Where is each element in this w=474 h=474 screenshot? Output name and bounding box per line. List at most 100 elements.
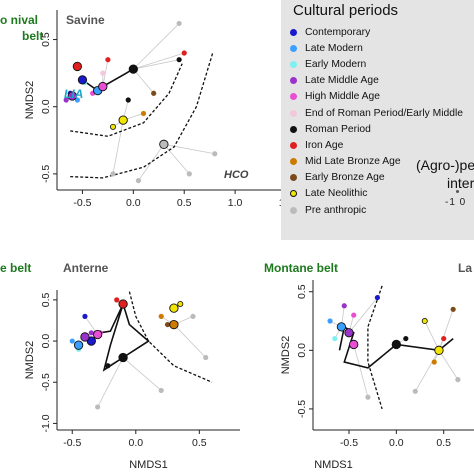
spoke-line xyxy=(353,344,369,398)
y-tick-label: -0.5 xyxy=(296,400,308,418)
sample-point xyxy=(212,151,218,157)
legend-item: Pre anthropic xyxy=(290,202,474,218)
y-axis-label: NMDS2 xyxy=(24,81,36,120)
agro-legend-subtitle: inter xyxy=(447,175,474,191)
spoke-line xyxy=(112,120,124,174)
y-tick-label: 0.5 xyxy=(40,292,52,307)
sample-point xyxy=(351,312,357,318)
panel-anterne: -0.5 0.0 0.5 -1.0 -0.5 0.0 0.5 NMDS2 NMDS1 xyxy=(24,290,240,471)
legend-label: Early Modern xyxy=(305,58,367,70)
legend-label: Late Modern xyxy=(305,42,363,54)
x-tick-label: 0.5 xyxy=(192,437,207,449)
legend-panel: Cultural periods Contemporary Late Moder… xyxy=(281,0,474,240)
x-tick-label: -0.5 xyxy=(340,437,358,449)
centroid-point xyxy=(159,139,169,149)
sample-point xyxy=(203,354,209,361)
legend-marker xyxy=(290,190,297,198)
sample-point xyxy=(374,294,380,301)
sample-point xyxy=(177,300,184,307)
centroid-point xyxy=(336,322,347,332)
sample-point xyxy=(82,313,88,319)
y-tick-label: -1.0 xyxy=(40,414,52,432)
spoke-line xyxy=(348,297,378,333)
sample-point xyxy=(100,70,106,76)
legend-label: Roman Period xyxy=(305,123,371,135)
legend-item: Late Neolithic xyxy=(290,186,474,202)
legend-marker xyxy=(290,125,297,133)
legend-item: End of Roman Period/Early Middle xyxy=(290,105,474,121)
x-tick-label: 1.0 xyxy=(228,197,243,209)
centroid-point xyxy=(67,91,77,101)
centroid-point xyxy=(98,81,108,92)
centroid-point xyxy=(344,328,354,338)
y-tick-label: 0.5 xyxy=(40,32,52,47)
legend-item: Early Modern xyxy=(290,56,474,72)
x-tick-label: 0.5 xyxy=(177,197,192,209)
sample-point xyxy=(95,404,101,410)
x-tick-label: 0.0 xyxy=(128,437,143,449)
centroid-point xyxy=(118,115,128,125)
trajectory-line xyxy=(81,68,134,92)
y-tick-label: 0.0 xyxy=(296,343,308,358)
sample-point xyxy=(63,97,69,103)
legend-label: Mid Late Bronze Age xyxy=(305,156,401,168)
spoke-line xyxy=(414,350,440,392)
panel-title: La xyxy=(458,261,472,275)
x-tick-label: 0.0 xyxy=(126,197,141,209)
y-tick-label: -0.5 xyxy=(40,165,52,183)
spoke-line xyxy=(133,23,180,70)
centroid-point xyxy=(77,75,88,85)
panel-title: Anterne xyxy=(63,261,109,275)
x-tick-label: -0.5 xyxy=(73,197,91,209)
sample-point xyxy=(135,177,142,184)
belt-label: e belt xyxy=(0,261,31,275)
legend-label: Iron Age xyxy=(305,139,344,151)
y-tick-label: 0.0 xyxy=(40,99,52,114)
legend-label: Pre anthropic xyxy=(305,204,367,216)
legend-marker xyxy=(290,28,297,36)
legend-marker xyxy=(290,141,297,149)
hco-annotation: HCO xyxy=(224,169,249,181)
sample-point xyxy=(176,57,182,63)
centroid-point xyxy=(169,303,179,313)
sample-point xyxy=(69,338,75,344)
spoke-line xyxy=(97,357,124,408)
sample-point xyxy=(125,97,131,103)
y-tick-label: 0.0 xyxy=(40,334,52,349)
sample-point xyxy=(158,313,164,319)
spoke-line xyxy=(133,52,185,70)
spoke-line xyxy=(173,324,206,358)
sample-point xyxy=(190,313,196,319)
sample-point xyxy=(105,57,111,63)
panel-title: Savine xyxy=(66,13,105,27)
sample-point xyxy=(455,377,461,383)
belt-label: belt xyxy=(22,29,43,43)
sample-point xyxy=(164,321,171,328)
sample-point xyxy=(441,335,447,342)
panel-montane: -0.5 0.0 0.5 -0.5 0.0 0.5 NMDS2 NMDS1 xyxy=(280,280,474,471)
spoke-line xyxy=(424,320,440,351)
sample-point xyxy=(109,123,116,130)
legend-item: Contemporary xyxy=(290,24,474,40)
spoke-line xyxy=(163,143,215,155)
spoke-line xyxy=(133,68,154,94)
legend-marker xyxy=(290,206,297,214)
sample-point xyxy=(105,363,111,369)
y-tick-label: 0.5 xyxy=(296,284,308,299)
legend-item: High Middle Age xyxy=(290,89,474,105)
sample-point xyxy=(110,171,116,177)
sample-point xyxy=(114,297,120,303)
sample-point xyxy=(151,90,157,96)
sample-point xyxy=(421,318,428,325)
boundary-dashed-line xyxy=(70,63,183,137)
sample-point xyxy=(332,335,338,342)
sample-point xyxy=(158,387,164,394)
y-tick-label: -0.5 xyxy=(40,373,52,391)
sample-point xyxy=(74,97,80,103)
legend-label: High Middle Age xyxy=(305,91,380,103)
legend-label: End of Roman Period/Early Middle xyxy=(305,107,463,119)
legend-label: Late Neolithic xyxy=(305,188,368,200)
belt-label: Montane belt xyxy=(264,261,338,275)
sample-point xyxy=(431,359,437,365)
